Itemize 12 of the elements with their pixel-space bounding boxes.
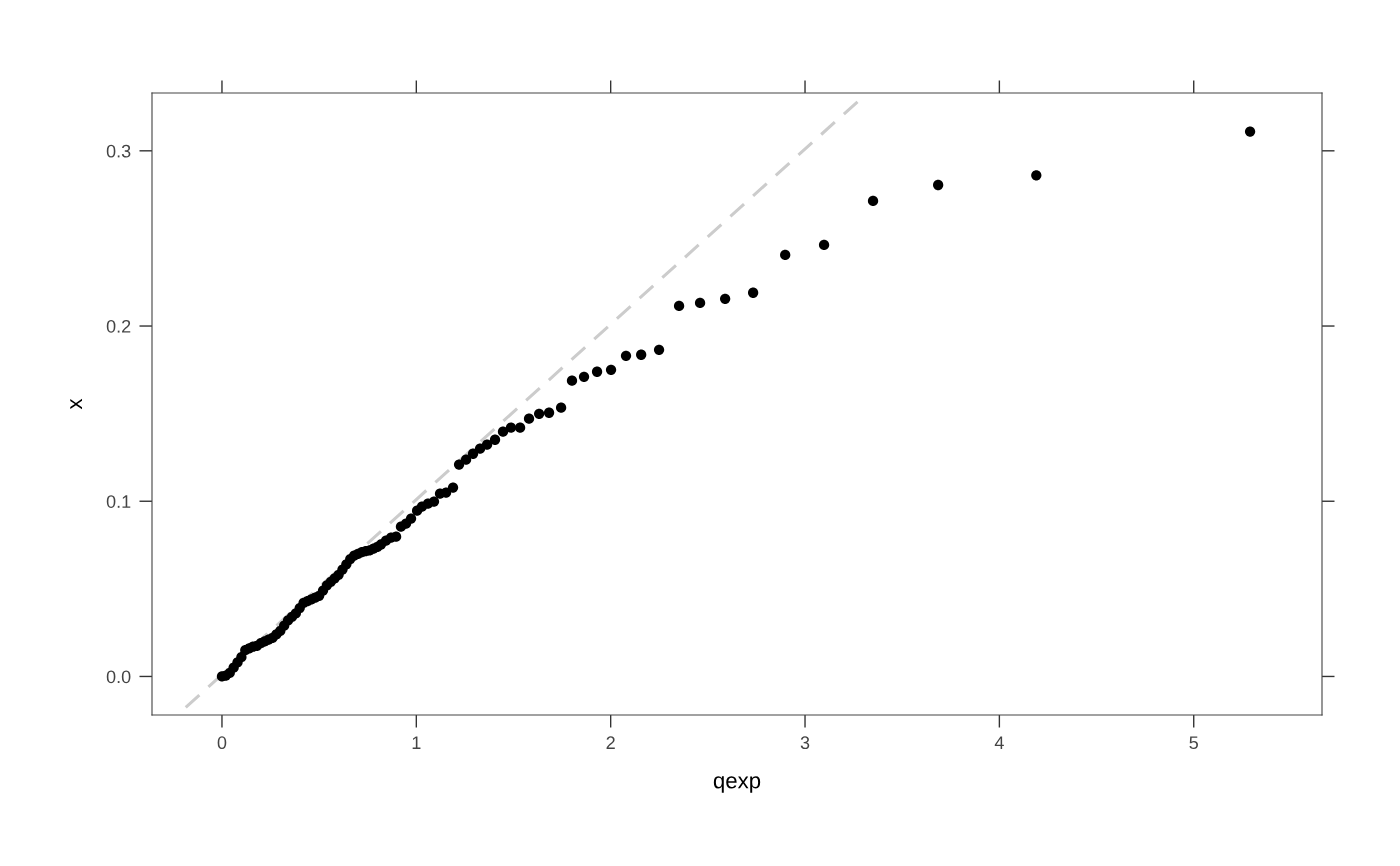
x-tick-label: 0 [217, 736, 227, 750]
y-tick-label: 0.0 [106, 670, 131, 684]
x-tick-label: 4 [994, 736, 1004, 749]
y-tick-label: 0.2 [106, 319, 131, 333]
y-axis-title: x [70, 398, 83, 410]
x-tick-label: 1 [412, 736, 421, 749]
x-tick-label: 3 [800, 736, 810, 750]
x-tick-label: 2 [606, 736, 615, 749]
y-tick-label: 0.3 [106, 144, 131, 158]
x-axis-title: qexp [713, 776, 761, 793]
y-tick-label: 0.1 [106, 495, 131, 508]
x-tick-label: 5 [1189, 736, 1198, 750]
